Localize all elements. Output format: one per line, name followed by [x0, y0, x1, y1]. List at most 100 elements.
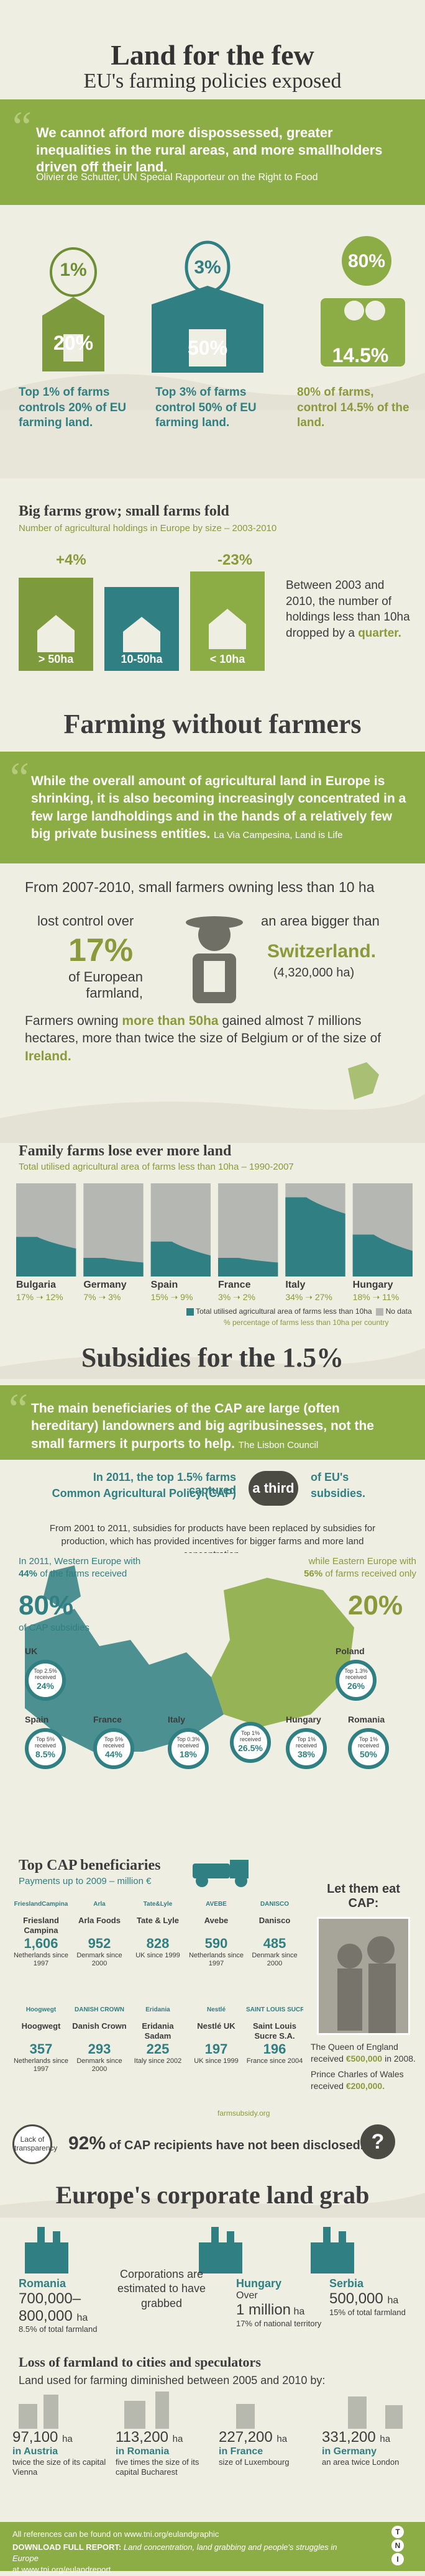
- loss-note: an area twice London: [322, 2457, 400, 2467]
- company-logo: AVEBE: [206, 1901, 227, 1908]
- quote-body: While the overall amount of agricultural…: [31, 774, 406, 842]
- company-name: Friesland Campina: [23, 1916, 59, 1935]
- caption-part: Top: [19, 386, 43, 399]
- country-pct: 44%: [104, 1749, 123, 1759]
- area-mark: [218, 1258, 278, 1277]
- gain-highlight: more than 50ha: [122, 1014, 219, 1028]
- west-part: of the farms received: [37, 1568, 127, 1579]
- caption-part: of EU farming land.: [19, 401, 127, 430]
- company-name: Arla Foods: [78, 1916, 121, 1925]
- note-highlight: quarter.: [358, 626, 401, 640]
- grab-factories: Romania 700,000– 800,000 ha 8.5% of tota…: [0, 2224, 425, 2348]
- country-marker: France Top 5% received 44%: [93, 1714, 162, 1769]
- section-subheading: Payments up to 2009 – million €: [19, 1876, 152, 1886]
- section-subheading: Total utilised agricultural area of farm…: [19, 1162, 294, 1172]
- gain-text: Farmers owning more than 50ha gained alm…: [25, 1013, 391, 1065]
- third-line-1: In 2011, the top 1.5% farms captured: [93, 1471, 236, 1496]
- area-mark: [16, 1237, 76, 1277]
- beneficiary-item: SAINT LOUIS SUCRE Saint Louis Sucre S.A. 1…: [246, 1999, 303, 2065]
- beneficiaries-section: Top CAP beneficiaries Payments up to 200…: [0, 1857, 425, 2168]
- country-name: Hungary: [236, 2277, 282, 2290]
- change-label: 3% ➝ 2%: [218, 1292, 255, 1301]
- west-highlight: 44%: [19, 1568, 38, 1579]
- header: Land for the few EU's farming policies e…: [0, 0, 425, 93]
- quote-band-2: “ While the overall amount of agricultur…: [0, 752, 425, 863]
- download-title: Land concentration, land grabbing and pe…: [12, 2542, 337, 2564]
- quote-text: The main beneficiaries of the CAP are la…: [31, 1400, 410, 1453]
- company-name: Eridania Sadam: [142, 2021, 174, 2041]
- third-badge-text: a third: [252, 1480, 295, 1496]
- country-text: Top 2.5% received: [34, 1668, 57, 1680]
- country-name: Romania: [19, 2277, 66, 2290]
- beneficiary-item: Nestlé Nestlé UK 197 UK since 1999: [188, 1999, 245, 2065]
- logo-letter: I: [391, 2553, 404, 2565]
- footer-download[interactable]: DOWNLOAD FULL REPORT: Land concentration…: [12, 2542, 360, 2576]
- country-pct: 8.5%: [35, 1749, 55, 1759]
- beneficiary-grid: FrieslandCampina Friesland Campina 1,606 Ne…: [12, 1893, 304, 2105]
- country-ring: Top 5% received 8.5%: [25, 1728, 66, 1769]
- country-name: UK: [25, 1646, 38, 1656]
- company-value: 590: [204, 1936, 228, 1951]
- country-ring: Top 1% received 38%: [286, 1728, 327, 1769]
- loss-section: Loss of farmland to cities and speculato…: [0, 2354, 425, 2516]
- barn-medium: 3% 50%: [145, 224, 270, 373]
- bar-small: < 10ha: [190, 571, 265, 671]
- change-label: 7% ➝ 3%: [83, 1292, 121, 1301]
- open-quote-icon: “: [10, 754, 30, 802]
- west-pct: 80%: [19, 1590, 74, 1621]
- footer-refs: All references can be found on www.tni.o…: [12, 2529, 219, 2539]
- question-icon: ?: [360, 2124, 395, 2159]
- caption-part: 80%: [297, 386, 321, 399]
- landscape-illustration: [0, 373, 425, 478]
- company-value: 357: [29, 2041, 53, 2057]
- stat-bottom: 50%: [187, 337, 228, 359]
- country-text: Top 1% received: [295, 1736, 318, 1749]
- country-ring: Top 1% received 26.5%: [230, 1722, 271, 1763]
- loss-value: 331,200 ha: [322, 2429, 391, 2446]
- beneficiary-item: DANISCO Danisco 485 Denmark since 2000: [246, 1893, 303, 1968]
- landscape-illustration: [0, 1348, 425, 1379]
- company-country: Italy since 2002: [134, 2057, 182, 2065]
- loss-unit: ha: [380, 2434, 391, 2444]
- legend-pct-label: % percentage of farms less than 10ha per…: [224, 1318, 389, 1327]
- caption-part: of EU farming land.: [155, 401, 257, 430]
- stat-top: 80%: [347, 251, 386, 271]
- bar-label: < 10ha: [209, 653, 245, 665]
- legend-swatch-area: [186, 1308, 194, 1316]
- country-ring: Top 1% received 50%: [348, 1728, 389, 1769]
- country-text: Top 0.3% received: [176, 1736, 200, 1749]
- country-name: Serbia: [329, 2277, 364, 2290]
- beneficiary-item: DANISH CROWN Danish Crown 293 Denmark since…: [71, 1999, 128, 2073]
- loss-item: 113,200 ha in Romania five times the size …: [116, 2429, 215, 2478]
- value: 1 million: [236, 2301, 291, 2319]
- bar-medium: 10-50ha: [104, 587, 179, 671]
- area-country: Switzerland.: [267, 941, 377, 962]
- transparency-badge: Lack of transparency: [12, 2124, 57, 2164]
- lost-label: lost control over: [37, 913, 134, 929]
- tractor-icon: [186, 1857, 255, 1888]
- country-pct: 50%: [359, 1749, 378, 1759]
- prince-part: Prince Charles of Wales received: [311, 2069, 404, 2091]
- footer: All references can be found on www.tni.o…: [0, 2522, 425, 2574]
- country-pct: 38%: [297, 1749, 316, 1759]
- unit: ha: [387, 2295, 399, 2306]
- value: 500,000: [329, 2290, 383, 2307]
- company-country: Denmark since 2000: [76, 2057, 122, 2073]
- bar-label: 10-50ha: [121, 653, 163, 665]
- legend-area-label: Total utilised agricultural area of farm…: [196, 1307, 372, 1316]
- company-logo: Hoogwegt: [25, 2006, 57, 2013]
- big-farms-section: Big farms grow; small farms fold Number …: [0, 503, 425, 702]
- section-heading: Europe's corporate land grab: [55, 2181, 370, 2209]
- grab-note: 17% of national territory: [236, 2318, 322, 2328]
- company-logo: DANISH CROWN: [75, 2006, 124, 2013]
- country-text: Top 5% received: [34, 1736, 57, 1749]
- country-text: Top 1% received: [357, 1736, 380, 1749]
- grab-center: Corporations are estimated to have grabb…: [117, 2268, 206, 2310]
- gain-part: Farmers owning: [25, 1014, 122, 1028]
- queen-highlight: €500,000: [345, 2053, 383, 2064]
- download-link[interactable]: at www.tni.org/eulandreport: [12, 2565, 111, 2575]
- company-value: 485: [263, 1936, 286, 1951]
- country-pct: 26%: [347, 1680, 365, 1691]
- caption-part: of farms, control: [297, 386, 374, 414]
- east-part: while Eastern Europe with: [308, 1556, 416, 1567]
